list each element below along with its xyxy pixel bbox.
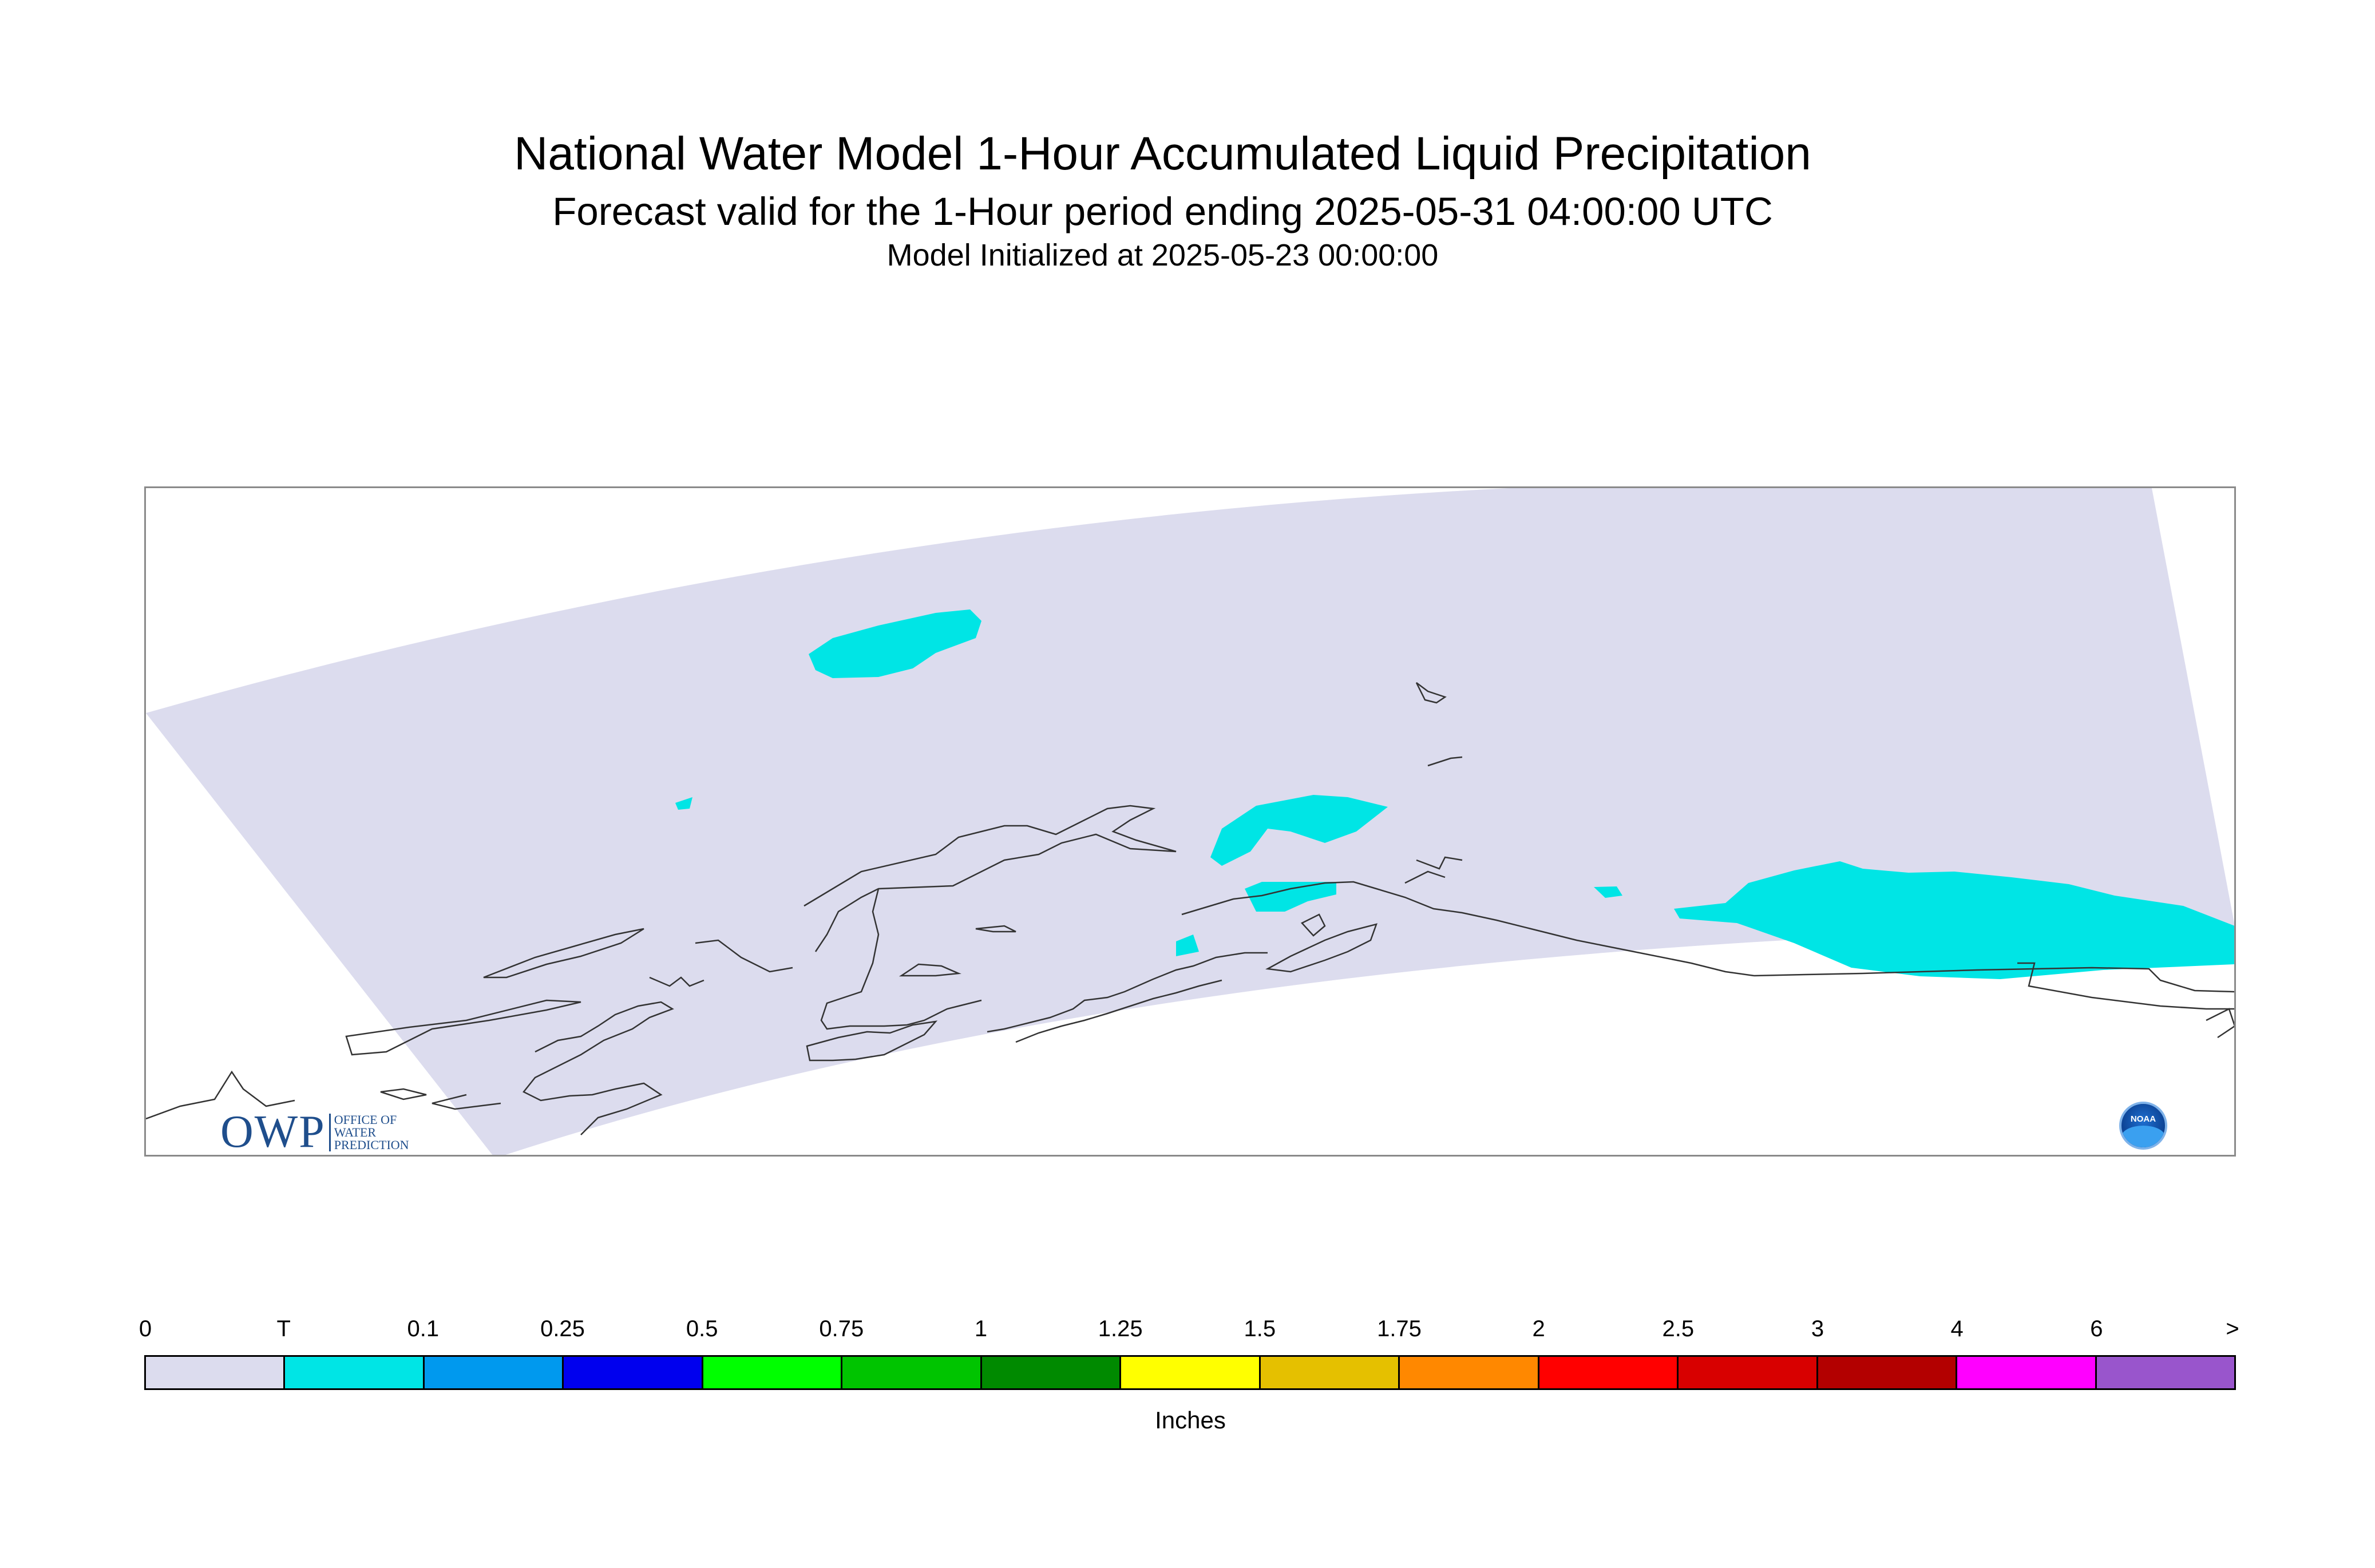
chart-subtitle: Forecast valid for the 1-Hour period end… bbox=[552, 189, 1773, 233]
noaa-logo: NOAA bbox=[2119, 1102, 2167, 1150]
owp-logo-text: OWP bbox=[220, 1107, 326, 1157]
legend-tick-label: 0 bbox=[138, 1316, 152, 1341]
legend-swatch bbox=[1260, 1357, 1400, 1388]
model-domain bbox=[146, 488, 2234, 1155]
precip-areas bbox=[675, 609, 2234, 979]
legend-swatch bbox=[1679, 1357, 1818, 1388]
legend-tick-label: > bbox=[2226, 1316, 2239, 1341]
legend-units: Inches bbox=[1155, 1407, 1226, 1434]
legend-tick-label: 1 bbox=[974, 1316, 988, 1341]
map-canvas bbox=[146, 488, 2234, 1155]
legend-tick-label: 4 bbox=[1950, 1316, 1964, 1341]
noaa-logo-text: NOAA bbox=[2130, 1114, 2156, 1124]
legend-swatch bbox=[564, 1357, 703, 1388]
legend-swatch bbox=[1539, 1357, 1679, 1388]
legend-swatch bbox=[1818, 1357, 1958, 1388]
legend-tick-label: 2.5 bbox=[1662, 1316, 1695, 1341]
legend-swatch bbox=[2096, 1357, 2235, 1388]
legend-tick-label: T bbox=[276, 1316, 291, 1341]
init-time: Model Initialized at 2025-05-23 00:00:00 bbox=[886, 238, 1439, 272]
owp-line-3: PREDICTION bbox=[334, 1137, 409, 1152]
legend-swatch bbox=[1957, 1357, 2097, 1388]
owp-logo-subtitle: OFFICE OF WATER PREDICTION bbox=[328, 1112, 409, 1152]
map-panel: OWP OFFICE OF WATER PREDICTION NOAA bbox=[144, 486, 2236, 1157]
legend-tick-label: 6 bbox=[2090, 1316, 2103, 1341]
legend-tick-label: 1.75 bbox=[1377, 1316, 1422, 1341]
owp-line-1: OFFICE OF bbox=[334, 1112, 397, 1127]
owp-line-2: WATER bbox=[334, 1124, 377, 1139]
legend-tick-label: 0.5 bbox=[686, 1316, 718, 1341]
owp-logo: OWP OFFICE OF WATER PREDICTION bbox=[220, 1106, 409, 1157]
legend-tick-label: 0.75 bbox=[819, 1316, 864, 1341]
legend-swatch bbox=[146, 1357, 286, 1388]
legend-swatch bbox=[285, 1357, 425, 1388]
legend-tick-label: 1.5 bbox=[1244, 1316, 1276, 1341]
coastlines bbox=[146, 682, 2234, 1135]
color-legend-bar bbox=[144, 1355, 2236, 1390]
legend-tick-label: 3 bbox=[1811, 1316, 1824, 1341]
legend-tick-label: 2 bbox=[1532, 1316, 1545, 1341]
legend-swatch bbox=[981, 1357, 1122, 1388]
legend-swatch bbox=[703, 1357, 843, 1388]
legend-swatch bbox=[1121, 1357, 1261, 1388]
legend-swatch bbox=[1400, 1357, 1539, 1388]
legend-swatch bbox=[424, 1357, 564, 1388]
legend-tick-label: 1.25 bbox=[1098, 1316, 1143, 1341]
chart-title: National Water Model 1-Hour Accumulated … bbox=[514, 128, 1811, 180]
noaa-wave-icon bbox=[2121, 1126, 2165, 1147]
legend-swatch bbox=[842, 1357, 982, 1388]
legend-tick-label: 0.25 bbox=[540, 1316, 585, 1341]
legend-tick-label: 0.1 bbox=[407, 1316, 440, 1341]
